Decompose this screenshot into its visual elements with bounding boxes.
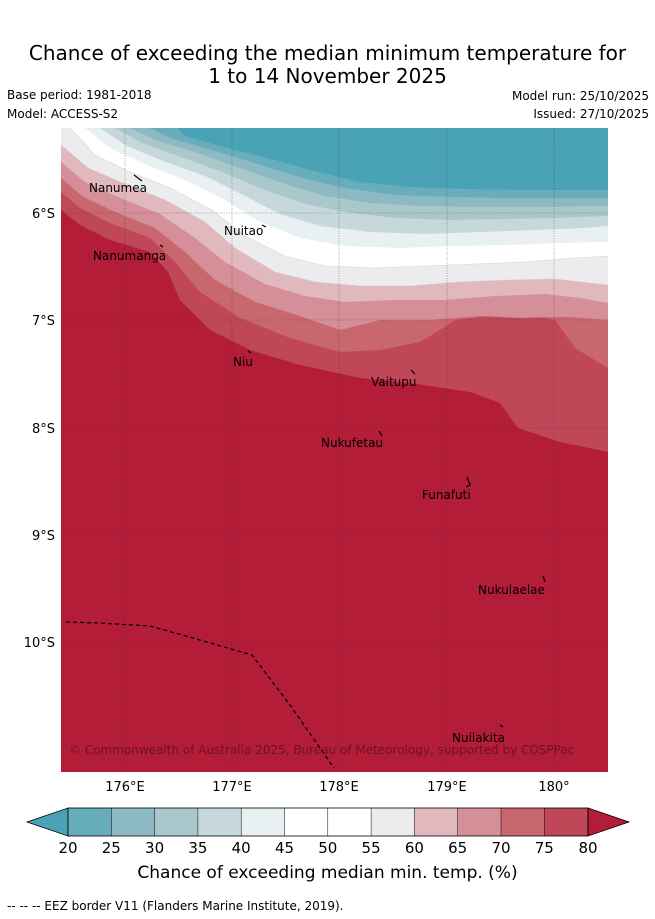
base-period: Base period: 1981-2018 (7, 88, 152, 102)
colorbar-75-80 (544, 808, 588, 836)
label-vaitupu: Vaitupu (371, 375, 417, 389)
label-nuitao: Nuitao (224, 224, 263, 238)
label-niu: Niu (233, 355, 253, 369)
label-nanumanga: Nanumanga (93, 249, 166, 263)
colorbar-tick: 30 (145, 839, 164, 857)
lon-label: 176°E (105, 780, 145, 795)
colorbar-55-60 (371, 808, 415, 836)
colorbar-tick: 60 (405, 839, 424, 857)
lon-label: 178°E (319, 780, 359, 795)
colorbar-below-20 (25, 807, 69, 837)
band-below-20 (178, 128, 608, 190)
colorbar-tick: 55 (362, 839, 381, 857)
lat-label: 6°S (32, 207, 55, 222)
colorbar-65-70 (457, 808, 501, 836)
colorbar-tick: 50 (318, 839, 337, 857)
lon-label: 180° (538, 780, 569, 795)
lon-label: 179°E (427, 780, 467, 795)
lat-label: 9°S (32, 529, 55, 544)
copyright-notice: © Commonwealth of Australia 2025, Bureau… (69, 743, 574, 757)
probability-contours (61, 128, 608, 772)
title-line-1: Chance of exceeding the median minimum t… (28, 41, 627, 65)
colorbar-60-65 (414, 808, 458, 836)
colorbar-tick: 80 (578, 839, 597, 857)
label-nukufetau: Nukufetau (321, 436, 383, 450)
colorbar-70-75 (501, 808, 545, 836)
colorbar-tick: 20 (58, 839, 77, 857)
colorbar-label: Chance of exceeding median min. temp. (%… (137, 863, 518, 883)
colorbar-25-30 (111, 808, 155, 836)
colorbar-30-35 (154, 808, 198, 836)
colorbar-tick: 45 (275, 839, 294, 857)
colorbar-tick: 40 (232, 839, 251, 857)
colorbar-above-80 (587, 807, 631, 837)
label-nuilakita: Nuilakita (452, 731, 505, 745)
colorbar-tick: 65 (448, 839, 467, 857)
latitude-labels: 6°S 7°S 8°S 9°S 10°S (24, 207, 55, 651)
issued-date: Issued: 27/10/2025 (533, 107, 649, 121)
colorbar-45-50 (284, 808, 328, 836)
colorbar-tick: 25 (102, 839, 121, 857)
label-nukulaelae: Nukulaelae (478, 583, 545, 597)
colorbar-40-45 (241, 808, 285, 836)
colorbar-20-25 (68, 808, 112, 836)
model-name: Model: ACCESS-S2 (7, 107, 119, 121)
longitude-labels: 176°E 177°E 178°E 179°E 180° (105, 780, 569, 795)
lon-label: 177°E (212, 780, 252, 795)
colorbar-50-55 (327, 808, 372, 836)
colorbar-tick: 70 (491, 839, 510, 857)
lat-label: 8°S (32, 422, 55, 437)
graticule (61, 128, 608, 772)
label-funafuti: Funafuti (422, 488, 471, 502)
place-labels: Nanumea Nuitao Nanumanga Niu Vaitupu Nuk… (89, 181, 545, 745)
island-outlines (133, 174, 546, 728)
lat-label: 7°S (32, 314, 55, 329)
eez-border (65, 621, 335, 769)
eez-legend: -- -- -- EEZ border V11 (Flanders Marine… (7, 899, 344, 913)
lat-label: 10°S (24, 636, 55, 651)
model-run: Model run: 25/10/2025 (511, 89, 649, 103)
colorbar-tick: 35 (188, 839, 207, 857)
colorbar-35-40 (197, 808, 242, 836)
colorbar-tick: 75 (535, 839, 554, 857)
label-nanumea: Nanumea (89, 181, 147, 195)
colorbar: 20 25 30 35 40 45 50 55 60 65 70 75 80 (25, 807, 631, 857)
title-line-2: 1 to 14 November 2025 (208, 64, 447, 88)
